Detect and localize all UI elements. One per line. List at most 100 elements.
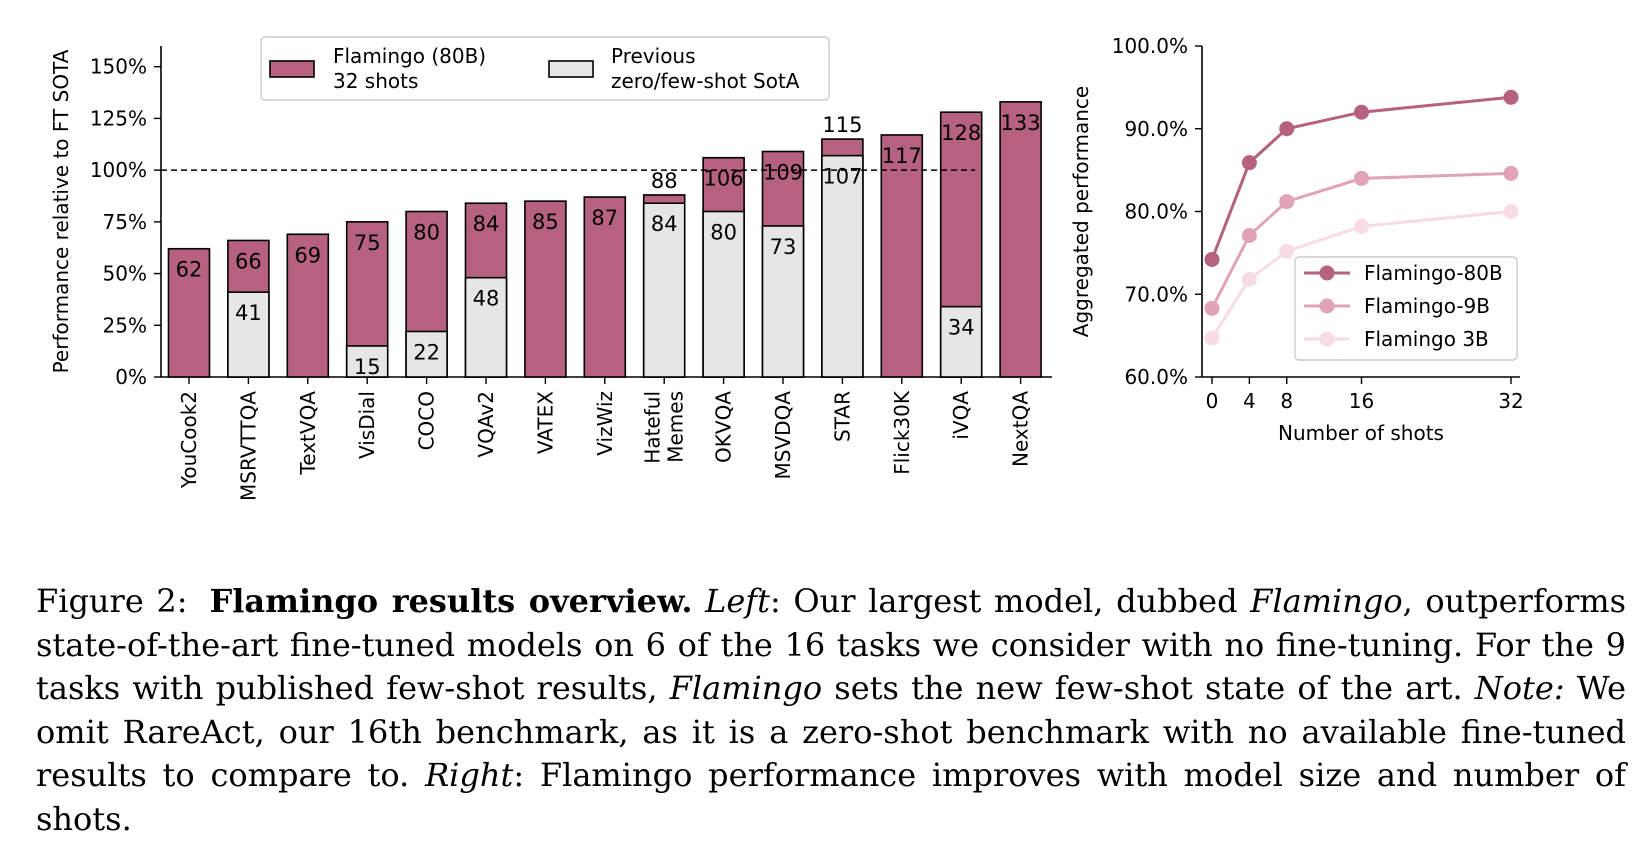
flamingo-value-label: 75 bbox=[354, 231, 381, 255]
caption-right-label: Right bbox=[425, 756, 514, 794]
series-point bbox=[1354, 218, 1369, 234]
legend-swatch-previous bbox=[548, 60, 594, 78]
flamingo-bar bbox=[880, 134, 924, 378]
previous-sota-bar bbox=[464, 276, 508, 378]
bar-y-tick-label: 0% bbox=[115, 365, 147, 389]
flamingo-value-label: 85 bbox=[532, 210, 559, 234]
caption-note-label: Note: bbox=[1474, 669, 1565, 707]
line-y-tick-label: 90.0% bbox=[1124, 117, 1188, 141]
series-point bbox=[1241, 271, 1257, 287]
legend-label-previous: Previous bbox=[611, 44, 696, 68]
bar-y-tick-label: 75% bbox=[103, 210, 147, 234]
previous-value-label: 73 bbox=[770, 235, 797, 259]
flamingo-value-label: 115 bbox=[822, 113, 862, 137]
bar-category-label: iVQA bbox=[949, 391, 973, 440]
previous-value-label: 48 bbox=[473, 287, 500, 311]
figure-charts: 0% 25% 50% 75% 100% 125% 150% Performance relat… bbox=[49, 34, 1524, 501]
series-point bbox=[1204, 251, 1220, 267]
bar-legend-box bbox=[260, 36, 830, 101]
series-point bbox=[1279, 121, 1295, 137]
previous-sota-bar bbox=[821, 154, 864, 378]
legend-marker bbox=[1319, 265, 1335, 281]
flamingo-value-label: 66 bbox=[235, 249, 262, 273]
caption-left-label: Left bbox=[705, 582, 770, 620]
line-x-tick-label: 0 bbox=[1206, 389, 1219, 413]
legend-swatch-flamingo bbox=[269, 60, 315, 78]
flamingo-value-label: 87 bbox=[591, 206, 618, 230]
bar-category-label: Memes bbox=[664, 391, 688, 463]
caption-text-1: : Our largest model, dubbed bbox=[769, 582, 1251, 620]
line-y-tick-label: 70.0% bbox=[1124, 282, 1188, 306]
caption-label: Figure 2: bbox=[36, 582, 188, 620]
bar-category-label: STAR bbox=[830, 391, 854, 442]
series-point bbox=[1503, 89, 1519, 105]
previous-value-label: 84 bbox=[651, 212, 678, 236]
figure-caption: Figure 2: Flamingo results overview. Left… bbox=[36, 580, 1626, 841]
previous-sota-bar bbox=[642, 202, 686, 378]
line-x-tick-label: 8 bbox=[1280, 389, 1293, 413]
series-point bbox=[1354, 170, 1369, 186]
bar-y-tick-label: 25% bbox=[103, 313, 147, 337]
line-legend-box bbox=[1294, 256, 1518, 361]
bar-category-label: OKVQA bbox=[712, 391, 736, 463]
bar-category-label: VisDial bbox=[355, 391, 379, 459]
bar-category-label: COCO bbox=[415, 391, 439, 450]
caption-text-5: : Flamingo performance improves with mod… bbox=[36, 756, 1627, 838]
line-x-tick-label: 32 bbox=[1498, 389, 1523, 413]
caption-model-name-2: Flamingo bbox=[669, 669, 823, 707]
series-point bbox=[1503, 204, 1519, 219]
flamingo-bar bbox=[524, 200, 567, 378]
series-point bbox=[1204, 330, 1220, 346]
previous-value-label: 107 bbox=[822, 165, 862, 189]
caption-title: Flamingo results overview. bbox=[209, 582, 693, 620]
legend-label-previous: zero/few-shot SotA bbox=[611, 69, 800, 93]
flamingo-bar bbox=[999, 101, 1042, 378]
flamingo-value-label: 80 bbox=[413, 221, 440, 245]
bar-category-label: YouCook2 bbox=[177, 391, 201, 489]
bar-category-label: VizWiz bbox=[593, 391, 617, 456]
legend-marker bbox=[1319, 331, 1335, 347]
bar-y-tick-label: 100% bbox=[90, 158, 147, 182]
line-legend-label: Flamingo-9B bbox=[1364, 294, 1490, 318]
previous-value-label: 34 bbox=[948, 316, 975, 340]
flamingo-value-label: 117 bbox=[882, 144, 922, 168]
flamingo-value-label: 88 bbox=[651, 169, 678, 193]
series-point bbox=[1241, 155, 1257, 171]
flamingo-value-label: 62 bbox=[176, 258, 203, 282]
bar-y-tick-label: 150% bbox=[90, 55, 147, 79]
legend-marker bbox=[1319, 298, 1335, 314]
bar-y-axis-label: Performance relative to FT SOTA bbox=[49, 49, 73, 373]
series-point bbox=[1204, 300, 1220, 316]
bar-y-tick-label: 50% bbox=[103, 262, 147, 286]
line-x-tick-label: 16 bbox=[1349, 389, 1374, 413]
series-point bbox=[1279, 194, 1295, 210]
line-y-tick-label: 60.0% bbox=[1124, 365, 1188, 389]
line-legend-label: Flamingo-80B bbox=[1364, 261, 1503, 285]
previous-sota-bar bbox=[405, 330, 448, 378]
flamingo-value-label: 69 bbox=[294, 243, 321, 267]
flamingo-value-label: 84 bbox=[473, 212, 500, 236]
bar-category-label: MSRVTTQA bbox=[236, 391, 260, 501]
previous-value-label: 41 bbox=[235, 301, 262, 325]
bar-category-label: Flick30K bbox=[890, 390, 914, 475]
flamingo-value-label: 128 bbox=[941, 121, 981, 145]
previous-value-label: 22 bbox=[413, 340, 440, 364]
line-legend: Flamingo-80B Flamingo-9B Flamingo 3B bbox=[1294, 256, 1518, 361]
previous-sota-bar bbox=[939, 305, 983, 378]
bar-legend: Flamingo (80B)32 shots Previouszero/few-s… bbox=[260, 36, 830, 101]
line-legend-label: Flamingo 3B bbox=[1364, 327, 1489, 351]
line-x-axis-label: Number of shots bbox=[1278, 421, 1444, 445]
bar-category-label: MSVDQA bbox=[771, 391, 795, 480]
series-point bbox=[1354, 104, 1369, 120]
bar-chart: 0% 25% 50% 75% 100% 125% 150% Performance relat… bbox=[49, 36, 1052, 501]
bar-y-tick-label: 125% bbox=[90, 106, 147, 130]
legend-label-flamingo: 32 shots bbox=[333, 69, 418, 93]
legend-label-flamingo: Flamingo (80B) bbox=[333, 44, 486, 68]
line-y-tick-label: 100.0% bbox=[1112, 34, 1188, 58]
caption-text-2: , outperforms state-of-the-art fine-tune… bbox=[36, 582, 1627, 707]
previous-sota-bar bbox=[761, 225, 805, 378]
flamingo-bar bbox=[286, 233, 330, 378]
caption-text-3: sets the new few-shot state of the art. bbox=[822, 669, 1475, 707]
bar-category-label: NextQA bbox=[1009, 391, 1033, 467]
line-y-tick-label: 80.0% bbox=[1124, 200, 1188, 224]
